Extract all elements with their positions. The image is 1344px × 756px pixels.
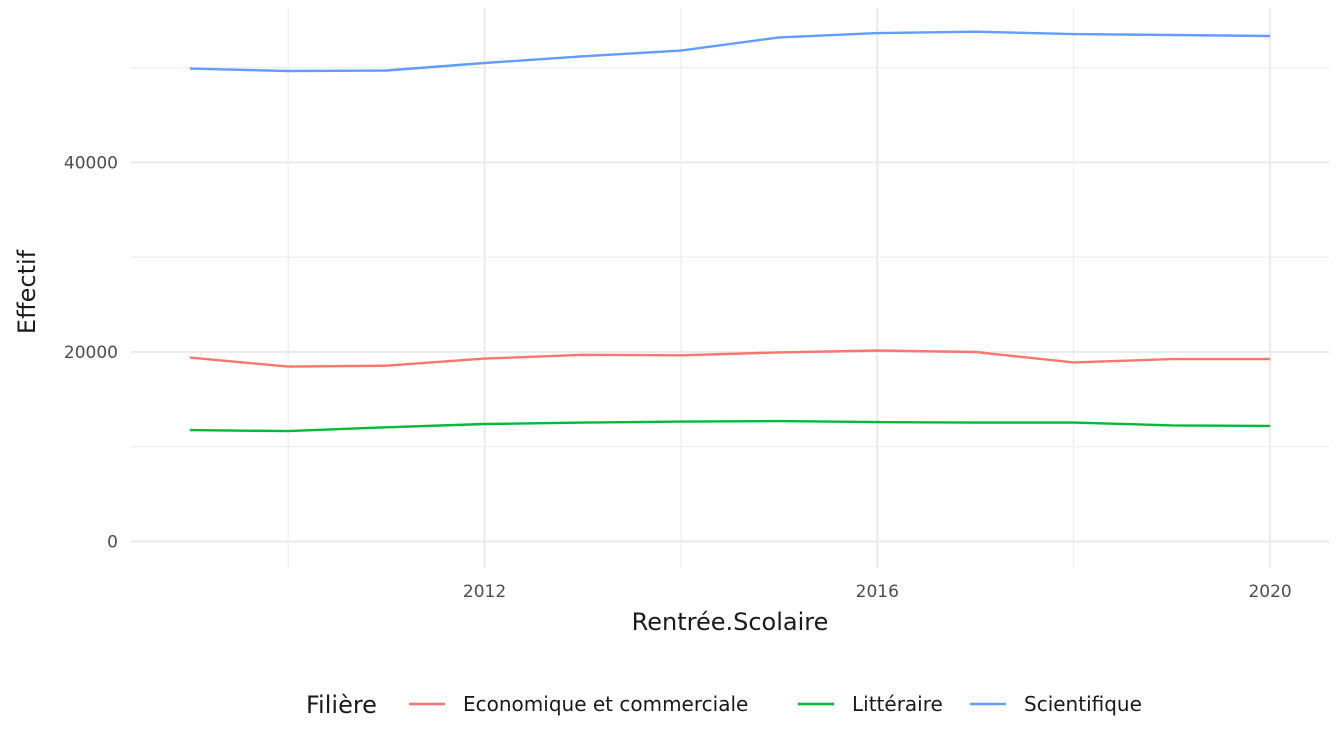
y-axis-tick-labels: 0 20000 40000 [64,153,118,552]
x-axis-tick-labels: 2012 2016 2020 [463,582,1292,602]
y-tick-label: 0 [107,532,118,552]
legend: Filière Economique et commerciale Littéra… [306,691,1142,719]
series-line [189,349,1271,368]
y-tick-label: 40000 [64,153,118,173]
y-axis-title: Effectif [13,249,41,334]
x-tick-label: 2016 [856,582,899,602]
y-tick-label: 20000 [64,343,118,363]
legend-label: Littéraire [852,692,943,716]
legend-title: Filière [306,691,377,719]
x-axis-title: Rentrée.Scolaire [632,608,829,636]
major-gridlines [131,8,1329,568]
series-line [189,419,1271,433]
series-lines [189,30,1271,433]
series-line [189,30,1271,73]
minor-gridlines [131,8,1329,568]
legend-label: Economique et commerciale [463,692,748,716]
legend-label: Scientifique [1024,692,1142,716]
x-tick-label: 2012 [463,582,506,602]
x-tick-label: 2020 [1248,582,1291,602]
